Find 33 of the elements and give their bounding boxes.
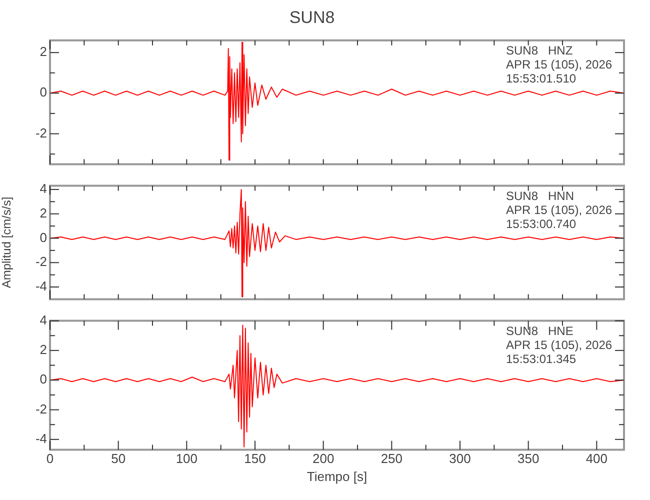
y-tick-label: 2 <box>40 342 47 358</box>
y-tick-label: -2 <box>35 125 47 140</box>
annotation: SUN8 HNN <box>506 189 574 204</box>
y-tick-label: -4 <box>35 278 47 294</box>
x-tick-label: 250 <box>380 451 403 466</box>
annotation: 15:53:01.510 <box>506 72 576 86</box>
y-tick-label: 4 <box>40 181 47 196</box>
y-tick-label: 2 <box>40 44 47 60</box>
annotation: 15:53:00.740 <box>506 217 576 232</box>
x-tick-label: 100 <box>176 451 198 466</box>
chart-title: SUN8 <box>289 8 335 27</box>
y-tick-label: 0 <box>40 84 47 100</box>
x-tick-label: 200 <box>312 451 334 466</box>
y-tick-label: -4 <box>35 431 47 446</box>
y-tick-label: 2 <box>40 205 47 220</box>
x-tick-label: 400 <box>586 451 608 466</box>
y-axis-title: Amplitud [cm/s/s] <box>0 196 14 288</box>
x-tick-label: 350 <box>517 451 540 466</box>
annotation: 15:53:01.345 <box>506 352 576 366</box>
y-tick-label: 0 <box>40 372 47 387</box>
y-tick-label: 0 <box>40 230 47 245</box>
x-tick-label: 50 <box>111 451 126 466</box>
y-tick-label: -2 <box>35 254 47 270</box>
annotation: APR 15 (105), 2026 <box>506 58 612 72</box>
x-tick-label: 150 <box>244 451 266 466</box>
annotation: APR 15 (105), 2026 <box>506 338 612 352</box>
y-tick-label: -2 <box>35 401 47 416</box>
x-tick-label: 300 <box>449 451 471 466</box>
x-axis-title: Tiempo [s] <box>306 468 368 484</box>
annotation: APR 15 (105), 2026 <box>506 203 612 218</box>
annotation: SUN8 HNE <box>506 324 574 338</box>
y-tick-label: 4 <box>40 312 47 328</box>
annotation: SUN8 HNZ <box>506 44 573 58</box>
